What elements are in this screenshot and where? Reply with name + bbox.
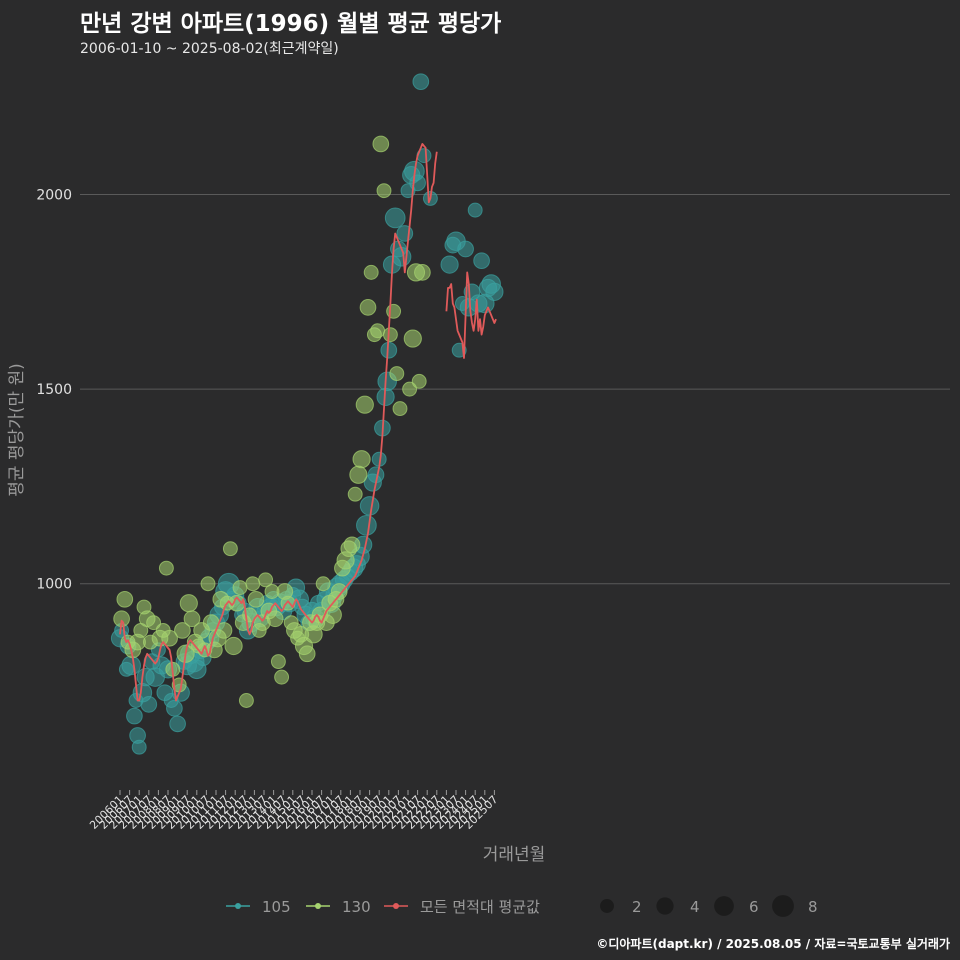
point-130: [270, 654, 286, 670]
x-axis: 2006012006072007012007072008012008072009…: [87, 790, 501, 832]
point-130: [179, 594, 198, 613]
point-130: [355, 395, 374, 414]
point-130: [245, 576, 261, 592]
point-130: [370, 323, 386, 339]
point-130: [238, 693, 254, 708]
point-130: [183, 610, 201, 628]
y-tick-label: 2000: [36, 188, 72, 204]
point-105: [396, 225, 414, 242]
point-130: [222, 541, 238, 557]
point-105: [440, 255, 459, 274]
point-130: [389, 366, 405, 382]
point-105: [409, 174, 426, 192]
point-130: [323, 605, 342, 624]
legend-size-label: 2: [632, 898, 642, 916]
point-105: [126, 707, 143, 725]
legend-size-label: 6: [749, 898, 759, 916]
point-105: [169, 715, 186, 733]
point-105: [356, 514, 377, 536]
legend-key-105-dot: [235, 903, 241, 909]
legend-label: 105: [262, 898, 291, 916]
point-130: [402, 381, 418, 397]
point-105: [166, 699, 183, 717]
point-105: [359, 496, 380, 516]
point-130: [386, 303, 402, 319]
legend-key-average-dot: [393, 903, 399, 909]
point-130: [200, 576, 216, 592]
legend: 105 130 모든 면적대 평균값 2 4 6 8: [226, 895, 818, 917]
point-130: [411, 373, 427, 389]
chart-subtitle: 2006-01-10 ~ 2025-08-02(최근계약일): [80, 41, 339, 57]
point-130: [347, 486, 363, 502]
y-tick-label: 1000: [36, 577, 72, 593]
grid-lines: [80, 194, 950, 585]
legend-size-circle: [600, 899, 614, 913]
point-130: [224, 636, 243, 656]
point-130: [376, 183, 392, 199]
legend-label: 모든 면적대 평균값: [420, 898, 540, 916]
average-line-group: [119, 142, 497, 702]
point-105: [485, 282, 504, 301]
point-130: [298, 645, 316, 663]
legend-size-circle: [656, 897, 674, 915]
point-130: [359, 299, 377, 316]
point-130: [414, 264, 431, 281]
point-130: [116, 590, 134, 608]
point-130: [349, 465, 368, 484]
average-line: [119, 142, 438, 702]
y-tick-label: 1500: [36, 382, 72, 398]
point-130: [403, 329, 422, 348]
point-130: [392, 401, 408, 417]
y-axis: 1000 1500 2000: [36, 188, 72, 593]
legend-label: 130: [342, 898, 371, 916]
point-130: [363, 264, 379, 280]
point-105: [412, 73, 430, 91]
point-130: [158, 560, 174, 576]
point-130: [315, 576, 331, 592]
point-130: [352, 450, 371, 469]
point-130: [382, 327, 398, 343]
source-caption: ©디아파트(dapt.kr) / 2025.08.05 / 자료=국토교통부 실…: [596, 937, 950, 951]
point-130: [274, 669, 290, 685]
point-105: [121, 655, 141, 676]
point-130: [343, 536, 361, 554]
point-105: [473, 252, 490, 270]
point-130: [232, 580, 248, 596]
point-105: [457, 240, 474, 258]
legend-size-label: 4: [690, 898, 700, 916]
point-130: [258, 572, 274, 588]
average-line: [445, 271, 497, 359]
point-105: [384, 207, 406, 229]
legend-size-label: 8: [808, 898, 818, 916]
point-130: [372, 135, 390, 153]
point-130: [146, 615, 162, 631]
point-105: [467, 202, 483, 218]
legend-size-circle: [772, 895, 794, 917]
point-130: [161, 629, 178, 647]
point-130: [330, 583, 348, 600]
chart-title: 만년 강변 아파트(1996) 월별 평균 평당가: [80, 11, 502, 37]
point-105: [140, 696, 158, 713]
point-105: [131, 739, 147, 755]
legend-size-circle: [714, 896, 734, 916]
point-130: [247, 590, 265, 608]
point-130: [174, 622, 191, 639]
x-axis-label: 거래년월: [483, 845, 546, 865]
point-130: [266, 610, 284, 628]
y-axis-label: 평균 평당가(만 원): [7, 363, 27, 497]
legend-key-130-dot: [315, 903, 321, 909]
